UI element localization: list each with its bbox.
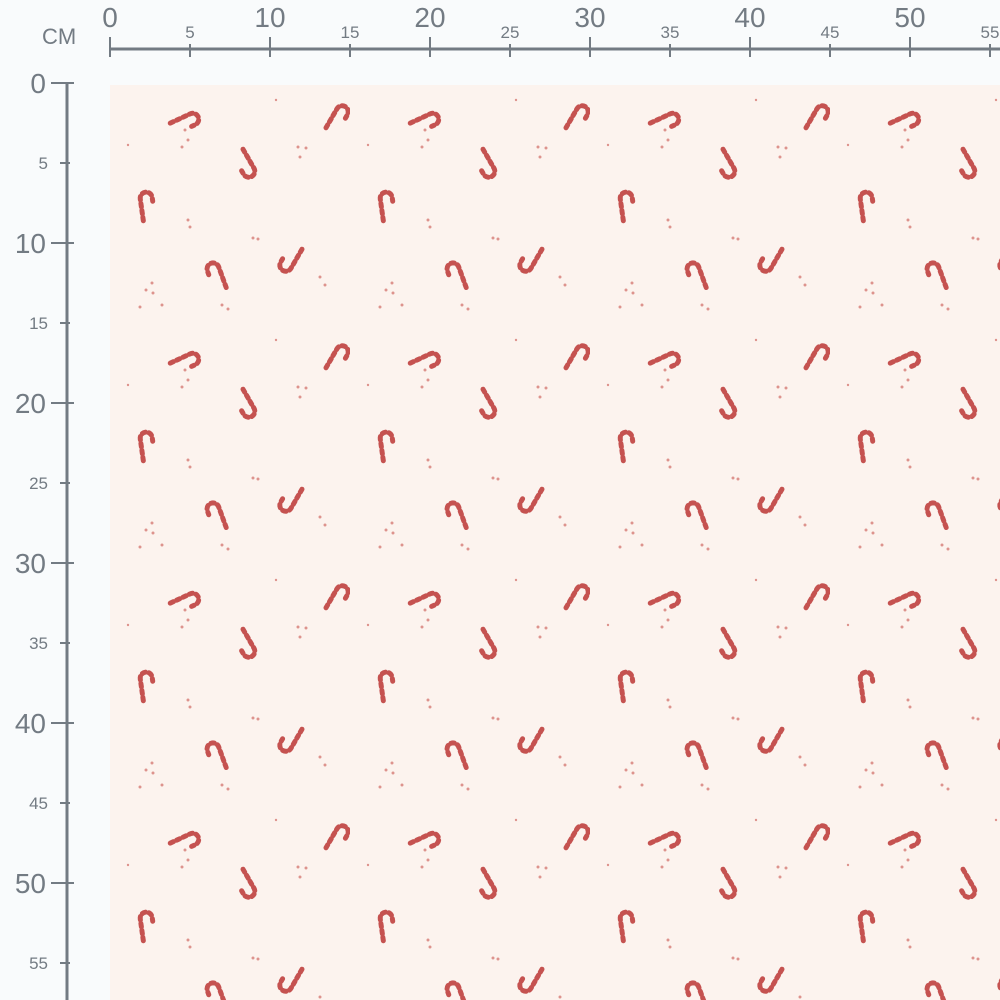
horizontal-ruler-label: 5 <box>185 23 194 42</box>
vertical-ruler-label: 40 <box>15 708 46 739</box>
vertical-ruler-label: 30 <box>15 548 46 579</box>
horizontal-ruler-label: 40 <box>734 2 765 33</box>
vertical-ruler-label: 55 <box>29 954 48 973</box>
candy-cane-pattern <box>110 85 1000 1000</box>
vertical-ruler-label: 25 <box>29 474 48 493</box>
horizontal-ruler-label: 25 <box>501 23 520 42</box>
horizontal-ruler-label: 10 <box>254 2 285 33</box>
vertical-ruler-label: 10 <box>15 228 46 259</box>
vertical-ruler-label: 50 <box>15 868 46 899</box>
ruler-unit-label: CM <box>42 24 77 49</box>
horizontal-ruler-label: 0 <box>102 2 118 33</box>
vertical-ruler-label: 15 <box>29 314 48 333</box>
vertical-ruler: 0 5 10 15 20 25 30 35 40 45 50 55 <box>15 68 74 1000</box>
horizontal-ruler-label: 15 <box>341 23 360 42</box>
vertical-ruler-label: 20 <box>15 388 46 419</box>
horizontal-ruler-label: 20 <box>414 2 445 33</box>
horizontal-ruler-label: 35 <box>661 23 680 42</box>
horizontal-ruler-label: 55 <box>981 23 1000 42</box>
horizontal-ruler-label: 30 <box>574 2 605 33</box>
vertical-ruler-label: 5 <box>39 154 48 173</box>
vertical-ruler-label: 0 <box>30 68 46 99</box>
vertical-ruler-label: 45 <box>29 794 48 813</box>
fabric-preview <box>110 85 1000 1000</box>
horizontal-ruler-label: 45 <box>821 23 840 42</box>
vertical-ruler-label: 35 <box>29 634 48 653</box>
horizontal-ruler: 0 5 10 15 20 25 30 35 40 45 50 55 <box>102 2 1000 57</box>
horizontal-ruler-label: 50 <box>894 2 925 33</box>
